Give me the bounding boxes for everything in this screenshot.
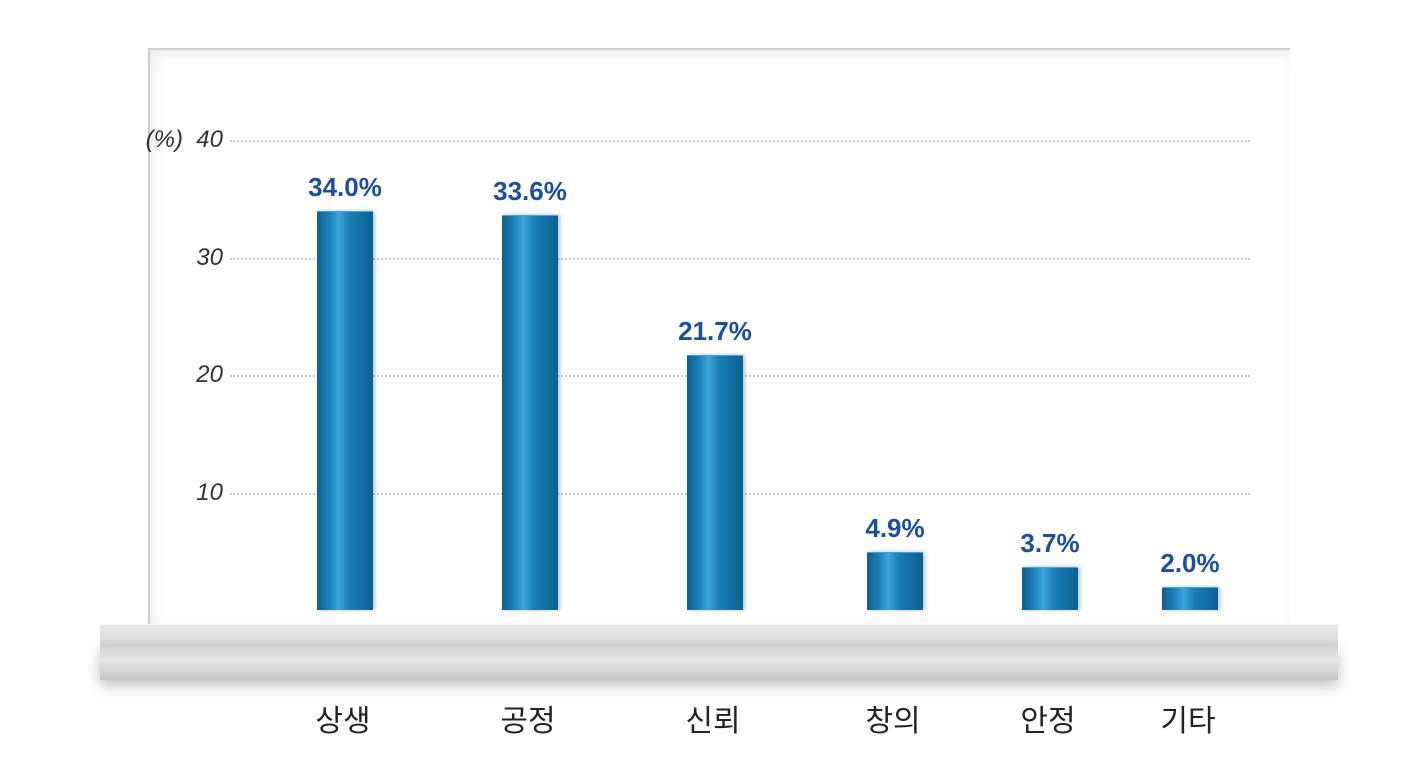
bar-value-label: 3.7% [970, 528, 1130, 559]
bar [867, 552, 923, 610]
x-category-label: 안정 [968, 696, 1128, 740]
x-category-label: 공정 [448, 696, 608, 740]
x-category-label: 상생 [263, 696, 423, 740]
bar-value-label: 33.6% [450, 176, 610, 207]
bar-value-label: 2.0% [1110, 548, 1270, 579]
bar-value-label: 4.9% [815, 513, 975, 544]
ytick-label: 40 [175, 126, 223, 154]
x-category-label: 창의 [813, 696, 973, 740]
bar [502, 215, 558, 610]
pedestal-top [100, 624, 1338, 646]
chart-panel: (%) 1020304034.0%33.6%21.7%4.9%3.7%2.0% [148, 48, 1290, 624]
plot-area: (%) 1020304034.0%33.6%21.7%4.9%3.7%2.0% [230, 140, 1250, 610]
x-category-label: 기타 [1108, 696, 1268, 740]
x-axis-labels: 상생공정신뢰창의안정기타 [228, 696, 1248, 746]
ytick-label: 10 [175, 479, 223, 507]
ytick-label: 30 [175, 244, 223, 272]
chart-pedestal [100, 624, 1338, 680]
bar-value-label: 34.0% [265, 172, 425, 203]
x-category-label: 신뢰 [633, 696, 793, 740]
bar [1162, 587, 1218, 611]
bar [317, 211, 373, 611]
ytick-label: 20 [175, 361, 223, 389]
bar-value-label: 21.7% [635, 316, 795, 347]
gridline [230, 258, 1250, 260]
pedestal-front [100, 646, 1338, 680]
bar [1022, 567, 1078, 610]
bar [687, 355, 743, 610]
gridline [230, 140, 1250, 142]
